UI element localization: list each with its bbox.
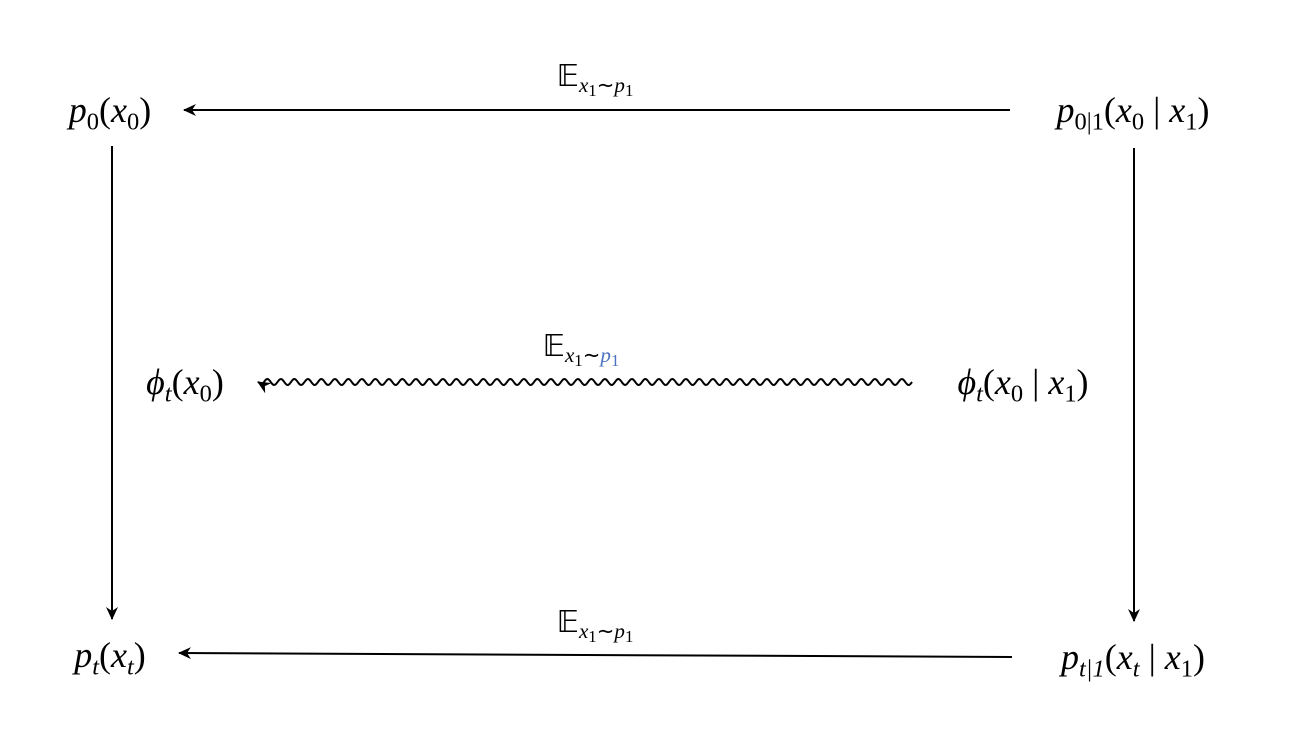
dist-sub: 1 <box>624 627 634 647</box>
tilde: ∼ <box>596 73 615 98</box>
var-sub: 1 <box>588 81 597 101</box>
func: p <box>1061 637 1079 677</box>
node-phi-marginal: ϕt(x0) <box>146 362 224 408</box>
arrow-middle-wavy <box>257 377 913 394</box>
func: ϕ <box>146 362 165 402</box>
cond: x <box>1169 90 1186 130</box>
edge-label-bottom: 𝔼x1∼p1 <box>556 605 634 645</box>
var: x <box>578 619 589 644</box>
func: ϕ <box>957 362 977 402</box>
arg-sub: 0 <box>1010 380 1024 408</box>
func: p <box>1056 90 1075 130</box>
var-sub: 1 <box>574 351 583 371</box>
tilde: ∼ <box>582 343 601 368</box>
arg: x <box>994 362 1011 402</box>
var-sub: 1 <box>588 627 597 647</box>
expectation-symbol: 𝔼 <box>556 59 579 94</box>
func-sub: t <box>92 653 100 681</box>
arg: x <box>183 362 200 402</box>
var: x <box>564 343 575 368</box>
tilde: ∼ <box>596 619 615 644</box>
func-sub: t <box>976 380 983 408</box>
expectation-symbol: 𝔼 <box>542 329 565 364</box>
func-sub: 0|1 <box>1074 108 1104 136</box>
cond-sub: 1 <box>1180 655 1193 683</box>
func-sub: 0 <box>86 108 100 136</box>
arg: x <box>111 635 127 675</box>
cond: x <box>1048 362 1065 402</box>
dist: p <box>614 73 625 98</box>
arg-sub: t <box>126 653 134 681</box>
cond-sub: 1 <box>1185 108 1198 136</box>
arg-sub: 0 <box>126 108 140 136</box>
arrow-bottom-expectation <box>178 647 1013 660</box>
node-pt-given-1: pt|1(xt | x1) <box>1061 637 1205 683</box>
arg: x <box>111 90 127 130</box>
func: p <box>74 635 93 675</box>
dist-sub: 1 <box>610 351 620 371</box>
edge-label-top: 𝔼x1∼p1 <box>556 59 634 99</box>
func: p <box>68 90 87 130</box>
arg-sub: 0 <box>1131 108 1145 136</box>
arg: x <box>1116 637 1133 677</box>
expectation-symbol: 𝔼 <box>556 605 579 640</box>
dist: p <box>600 343 611 368</box>
arg-sub: t <box>1132 655 1140 683</box>
arg-sub: 0 <box>199 380 212 408</box>
arg: x <box>1115 90 1132 130</box>
dist: p <box>614 619 625 644</box>
node-pt: pt(xt) <box>74 635 146 681</box>
node-p0: p0(x0) <box>68 90 152 136</box>
var: x <box>578 73 589 98</box>
node-p0-given-1: p0|1(x0 | x1) <box>1056 90 1210 136</box>
edge-label-middle: 𝔼x1∼p1 <box>542 329 620 369</box>
cond: x <box>1164 637 1181 677</box>
dist-sub: 1 <box>624 81 634 101</box>
func-sub: t <box>164 380 172 408</box>
cond-sub: 1 <box>1064 380 1077 408</box>
func-sub: t|1 <box>1079 655 1105 683</box>
node-phi-conditional: ϕt(x0 | x1) <box>957 362 1089 408</box>
